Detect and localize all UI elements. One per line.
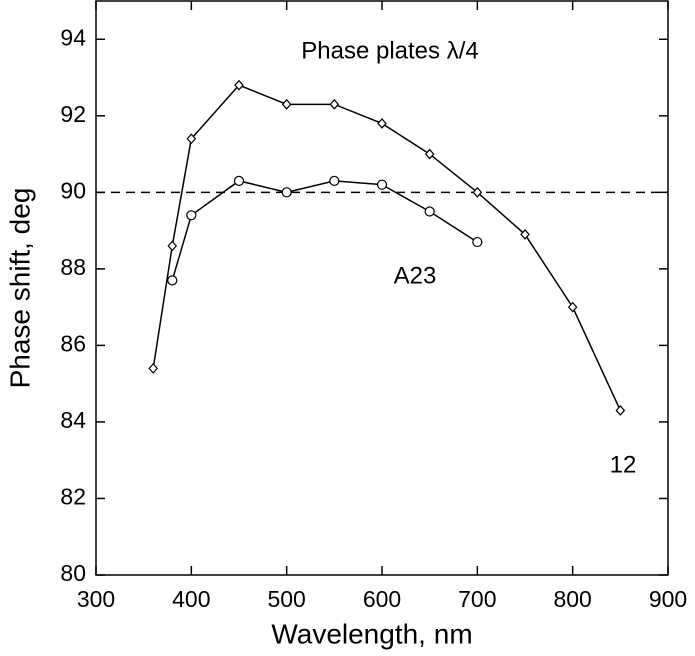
y-axis-title: Phase shift, deg xyxy=(4,188,35,389)
y-tick-label: 92 xyxy=(60,101,86,127)
y-tick-label: 86 xyxy=(60,330,86,356)
marker-diamond xyxy=(148,362,159,374)
marker-circle xyxy=(376,179,388,190)
marker-diamond xyxy=(281,98,292,110)
y-tick-label: 80 xyxy=(60,560,86,586)
series-line xyxy=(152,84,622,411)
y-tick-label: 90 xyxy=(60,177,86,203)
marker-diamond xyxy=(186,133,197,145)
y-tick-label: 88 xyxy=(60,254,86,280)
marker-circle xyxy=(233,175,245,186)
marker-diamond xyxy=(234,79,244,91)
x-tick-label: 600 xyxy=(363,586,401,612)
marker-diamond xyxy=(424,148,435,160)
marker-circle xyxy=(329,175,340,186)
marker-circle xyxy=(186,210,197,221)
marker-circle xyxy=(167,275,178,286)
marker-diamond xyxy=(615,405,626,416)
marker-diamond xyxy=(472,186,483,198)
y-tick-label: 82 xyxy=(60,484,86,510)
marker-circle xyxy=(281,187,292,198)
marker-diamond xyxy=(167,240,178,252)
series-line xyxy=(171,180,478,281)
x-tick-label: 800 xyxy=(553,586,591,612)
x-tick-label: 500 xyxy=(267,586,305,612)
marker-diamond xyxy=(329,98,340,110)
series-label: 12 xyxy=(610,451,637,478)
x-tick-label: 300 xyxy=(77,586,115,612)
marker-circle xyxy=(424,206,435,217)
x-axis-title: Wavelength, nm xyxy=(271,618,472,649)
series-label: A23 xyxy=(394,262,437,289)
y-tick-label: 84 xyxy=(60,407,86,433)
marker-circle xyxy=(472,236,483,248)
x-tick-label: 900 xyxy=(649,586,687,612)
y-tick-label: 94 xyxy=(60,24,86,50)
plot-frame xyxy=(95,0,669,576)
x-tick-label: 700 xyxy=(458,586,496,612)
marker-diamond xyxy=(567,301,578,313)
marker-diamond xyxy=(520,229,530,240)
x-tick-label: 400 xyxy=(172,586,210,612)
chart-title: Phase plates λ/4 xyxy=(301,37,478,64)
marker-diamond xyxy=(377,118,387,129)
